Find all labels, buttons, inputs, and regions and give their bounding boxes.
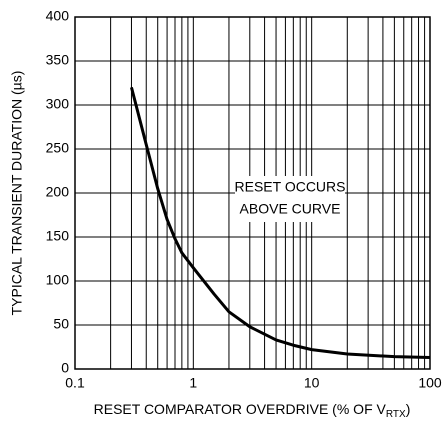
y-tick-label: 250	[46, 140, 70, 156]
x-tick-label: 0.1	[65, 375, 85, 391]
annotation: ABOVE CURVE	[240, 201, 341, 217]
x-label-main: RESET COMPARATOR OVERDRIVE (% OF V	[94, 401, 387, 417]
annotation-background	[235, 176, 345, 222]
x-axis-label: RESET COMPARATOR OVERDRIVE (% OF VRTX)	[94, 401, 411, 420]
y-tick-label: 350	[46, 52, 70, 68]
y-tick-label: 100	[46, 272, 70, 288]
y-tick-label: 300	[46, 96, 70, 112]
data-line	[130, 87, 431, 360]
annotation: RESET OCCURS	[235, 179, 346, 195]
x-label-sub: RTX	[386, 409, 406, 420]
y-tick-label: 400	[46, 8, 70, 24]
x-tick-label: 100	[418, 375, 442, 391]
plot-frame	[74, 16, 431, 370]
x-tick-label: 1	[189, 375, 197, 391]
y-tick-label: 0	[61, 360, 69, 376]
y-axis-label: TYPICAL TRANSIENT DURATION (µs)	[9, 71, 25, 316]
y-tick-label: 50	[53, 316, 69, 332]
x-label-end: )	[406, 401, 411, 417]
y-tick-label: 200	[46, 184, 70, 200]
y-tick-label: 150	[46, 228, 70, 244]
x-tick-label: 10	[304, 375, 320, 391]
